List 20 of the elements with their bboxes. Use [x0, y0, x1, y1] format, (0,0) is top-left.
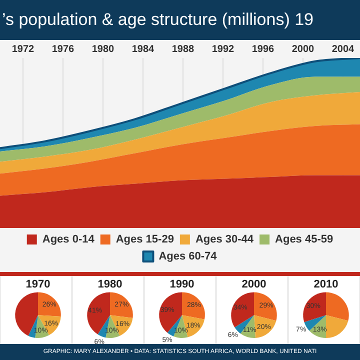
x-tick-label: 1992	[212, 44, 235, 55]
chart-title: 1990	[170, 278, 194, 291]
x-tick-label: 2000	[292, 44, 315, 55]
chart-title: 1970	[26, 278, 50, 291]
x-tick-label: 2004	[332, 44, 355, 55]
legend-label: Ages 45-59	[275, 234, 334, 246]
x-tick-label: 1980	[92, 44, 115, 55]
x-tick-label: 1988	[172, 44, 195, 55]
x-tick-label: 1996	[252, 44, 275, 55]
chart-title: 2000	[242, 278, 266, 291]
chart-title: ’s population & age structure (millions) 19	[0, 0, 360, 40]
legend-label: Ages 0-14	[42, 234, 96, 246]
chart-title: 2010	[314, 278, 338, 291]
x-tick-label: 1976	[52, 44, 75, 55]
legend-label: Ages 30-44	[195, 234, 254, 246]
legend-label: Ages 60-74	[158, 250, 218, 263]
chart-title: 1980	[98, 278, 122, 291]
x-tick-label: 1984	[132, 44, 155, 55]
x-tick-label: 1972	[12, 44, 35, 55]
legend-label: Ages 15-29	[116, 234, 174, 246]
